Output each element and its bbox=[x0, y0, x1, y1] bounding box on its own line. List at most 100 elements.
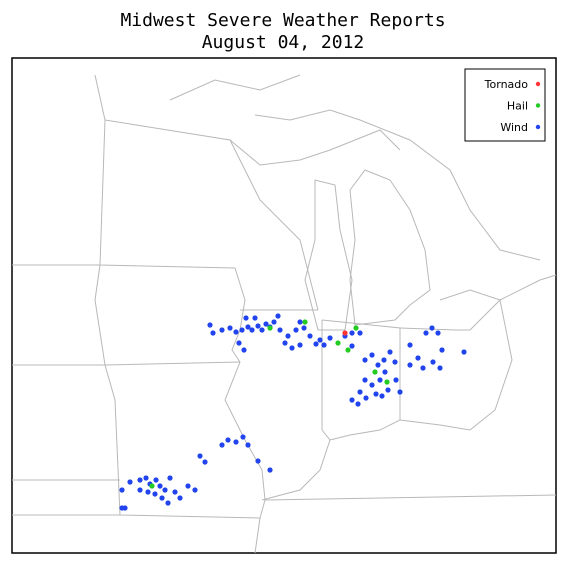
report-dot bbox=[177, 495, 183, 501]
report-dot bbox=[259, 327, 265, 333]
report-dot bbox=[153, 477, 159, 483]
report-dot bbox=[165, 500, 171, 506]
report-dot bbox=[363, 395, 369, 401]
report-dot bbox=[263, 321, 269, 327]
report-dot bbox=[162, 487, 168, 493]
report-dot bbox=[243, 315, 249, 321]
legend-label: Wind bbox=[500, 121, 528, 134]
report-dot bbox=[385, 387, 391, 393]
report-dot bbox=[377, 377, 383, 383]
report-dots bbox=[119, 313, 467, 511]
report-dot bbox=[249, 327, 255, 333]
report-dot bbox=[271, 319, 277, 325]
report-dot bbox=[119, 487, 125, 493]
report-dot bbox=[375, 362, 381, 368]
report-dot bbox=[233, 439, 239, 445]
report-dot bbox=[293, 327, 299, 333]
report-dot bbox=[439, 347, 445, 353]
report-dot bbox=[267, 467, 273, 473]
report-dot bbox=[373, 391, 379, 397]
report-dot bbox=[282, 340, 288, 346]
report-dot bbox=[245, 442, 251, 448]
report-dot bbox=[335, 340, 341, 346]
report-dot bbox=[172, 489, 178, 495]
report-dot bbox=[437, 365, 443, 371]
report-dot bbox=[379, 393, 385, 399]
legend-box bbox=[464, 68, 546, 142]
report-dot bbox=[277, 327, 283, 333]
legend-swatch bbox=[535, 81, 541, 87]
report-dot bbox=[143, 475, 149, 481]
report-dot bbox=[245, 324, 251, 330]
report-dot bbox=[415, 355, 421, 361]
report-dot bbox=[349, 330, 355, 336]
report-dot bbox=[167, 475, 173, 481]
report-dot bbox=[384, 379, 390, 385]
state-borders bbox=[12, 74, 557, 554]
report-dot bbox=[202, 459, 208, 465]
report-dot bbox=[197, 453, 203, 459]
report-dot bbox=[342, 330, 348, 336]
legend-swatch bbox=[535, 103, 541, 108]
report-dot bbox=[225, 437, 231, 443]
report-dot bbox=[240, 434, 246, 440]
report-dot bbox=[317, 337, 323, 343]
report-dot bbox=[159, 495, 165, 501]
report-dot bbox=[137, 487, 143, 493]
report-dot bbox=[353, 325, 359, 331]
report-dot bbox=[369, 352, 375, 358]
report-dot bbox=[372, 369, 378, 375]
report-dot bbox=[423, 330, 429, 336]
report-dot bbox=[302, 319, 308, 325]
report-dot bbox=[382, 369, 388, 375]
report-dot bbox=[122, 505, 128, 511]
report-dot bbox=[252, 315, 258, 321]
report-dot bbox=[219, 327, 225, 333]
report-dot bbox=[145, 489, 151, 495]
report-dot bbox=[357, 389, 363, 395]
report-dot bbox=[227, 325, 233, 331]
report-dot bbox=[393, 377, 399, 383]
report-dot bbox=[321, 342, 327, 348]
legend-swatch bbox=[535, 124, 541, 130]
report-dot bbox=[349, 343, 355, 349]
report-dot bbox=[369, 382, 375, 388]
report-dot bbox=[289, 345, 295, 351]
report-dot bbox=[461, 349, 467, 355]
report-dot bbox=[185, 483, 191, 489]
report-dot bbox=[239, 327, 245, 333]
report-dot bbox=[236, 340, 242, 346]
report-dot bbox=[387, 349, 393, 355]
legend-label: Tornado bbox=[484, 78, 529, 91]
report-dot bbox=[255, 323, 261, 329]
report-dot bbox=[397, 389, 403, 395]
report-dot bbox=[362, 357, 368, 363]
report-dot bbox=[355, 401, 361, 407]
report-dot bbox=[435, 330, 441, 336]
report-dot bbox=[137, 477, 143, 483]
report-dot bbox=[152, 491, 158, 497]
report-dot bbox=[362, 377, 368, 383]
report-dot bbox=[345, 347, 351, 353]
report-dot bbox=[233, 329, 239, 335]
report-dot bbox=[297, 342, 303, 348]
report-dot bbox=[392, 359, 398, 365]
report-dot bbox=[301, 325, 307, 331]
report-dot bbox=[307, 333, 313, 339]
legend-label: Hail bbox=[507, 100, 528, 113]
report-dot bbox=[381, 357, 387, 363]
report-dot bbox=[241, 347, 247, 353]
report-dot bbox=[430, 359, 436, 365]
report-dot bbox=[349, 397, 355, 403]
report-dot bbox=[285, 333, 291, 339]
title: Midwest Severe Weather Reports bbox=[120, 10, 445, 31]
report-dot bbox=[149, 483, 155, 489]
report-dot bbox=[327, 335, 333, 341]
report-dot bbox=[127, 479, 133, 485]
report-dot bbox=[255, 458, 261, 464]
report-dot bbox=[192, 487, 198, 493]
report-dot bbox=[275, 313, 281, 319]
report-dot bbox=[407, 342, 413, 348]
report-dot bbox=[420, 365, 426, 371]
